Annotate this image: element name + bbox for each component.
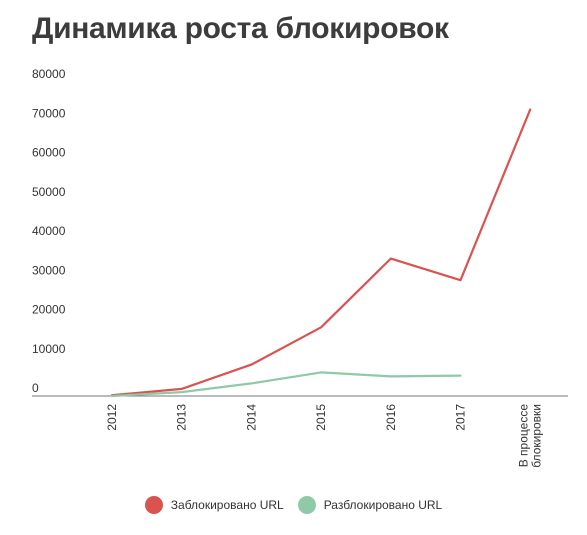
legend-swatch-blocked <box>144 496 163 514</box>
x-tick-label: 2015 <box>314 404 328 431</box>
x-tick-label-line: 2014 <box>244 404 258 431</box>
x-tick-label: 2014 <box>244 404 258 431</box>
series-lines <box>110 108 532 398</box>
y-tick-label: 20000 <box>32 303 66 317</box>
chart-title: Динамика роста блокировок <box>32 12 449 45</box>
x-tick-label-line: 2012 <box>105 404 119 431</box>
legend-item-blocked[interactable]: Заблокировано URL <box>144 496 284 514</box>
x-tick-label: В процессе блокировки <box>517 404 544 468</box>
y-axis-ticks: 0 10000 20000 30000 40000 50000 60000 70000 8000… <box>32 67 66 395</box>
series-line-unblocked <box>110 371 462 398</box>
x-axis-ticks: 2012 2013 2014 2015 2016 2017 В процессе блокир… <box>105 404 544 468</box>
legend-item-unblocked[interactable]: Разблокировано URL <box>297 496 443 514</box>
y-tick-label: 50000 <box>32 185 66 199</box>
y-tick-label: 0 <box>32 381 39 395</box>
y-tick-label: 60000 <box>32 146 66 160</box>
x-tick-label: 2012 <box>105 404 119 431</box>
x-tick-label-line: 2017 <box>454 404 468 431</box>
series-line-blocked <box>110 108 532 397</box>
y-tick-label: 30000 <box>32 263 66 277</box>
legend-label-blocked: Заблокировано URL <box>170 498 284 512</box>
x-tick-label-line: В процессе <box>517 404 531 468</box>
x-tick-label-line: 2015 <box>314 404 328 431</box>
line-chart: 0 10000 20000 30000 40000 50000 60000 70000 8000… <box>32 67 568 468</box>
x-tick-label-line: 2013 <box>175 404 189 431</box>
y-tick-label: 70000 <box>32 106 66 120</box>
legend-label-unblocked: Разблокировано URL <box>323 498 443 512</box>
y-tick-label: 40000 <box>32 224 66 238</box>
legend: Заблокировано URL Разблокировано URL <box>0 496 587 514</box>
legend-swatch-unblocked <box>297 496 316 514</box>
x-tick-label: 2016 <box>384 404 398 431</box>
x-tick-label-line: 2016 <box>384 404 398 431</box>
y-tick-label: 10000 <box>32 342 66 356</box>
x-tick-label-line: блокировки <box>530 404 544 468</box>
y-tick-label: 80000 <box>32 67 66 81</box>
x-tick-label: 2017 <box>454 404 468 431</box>
x-tick-label: 2013 <box>175 404 189 431</box>
